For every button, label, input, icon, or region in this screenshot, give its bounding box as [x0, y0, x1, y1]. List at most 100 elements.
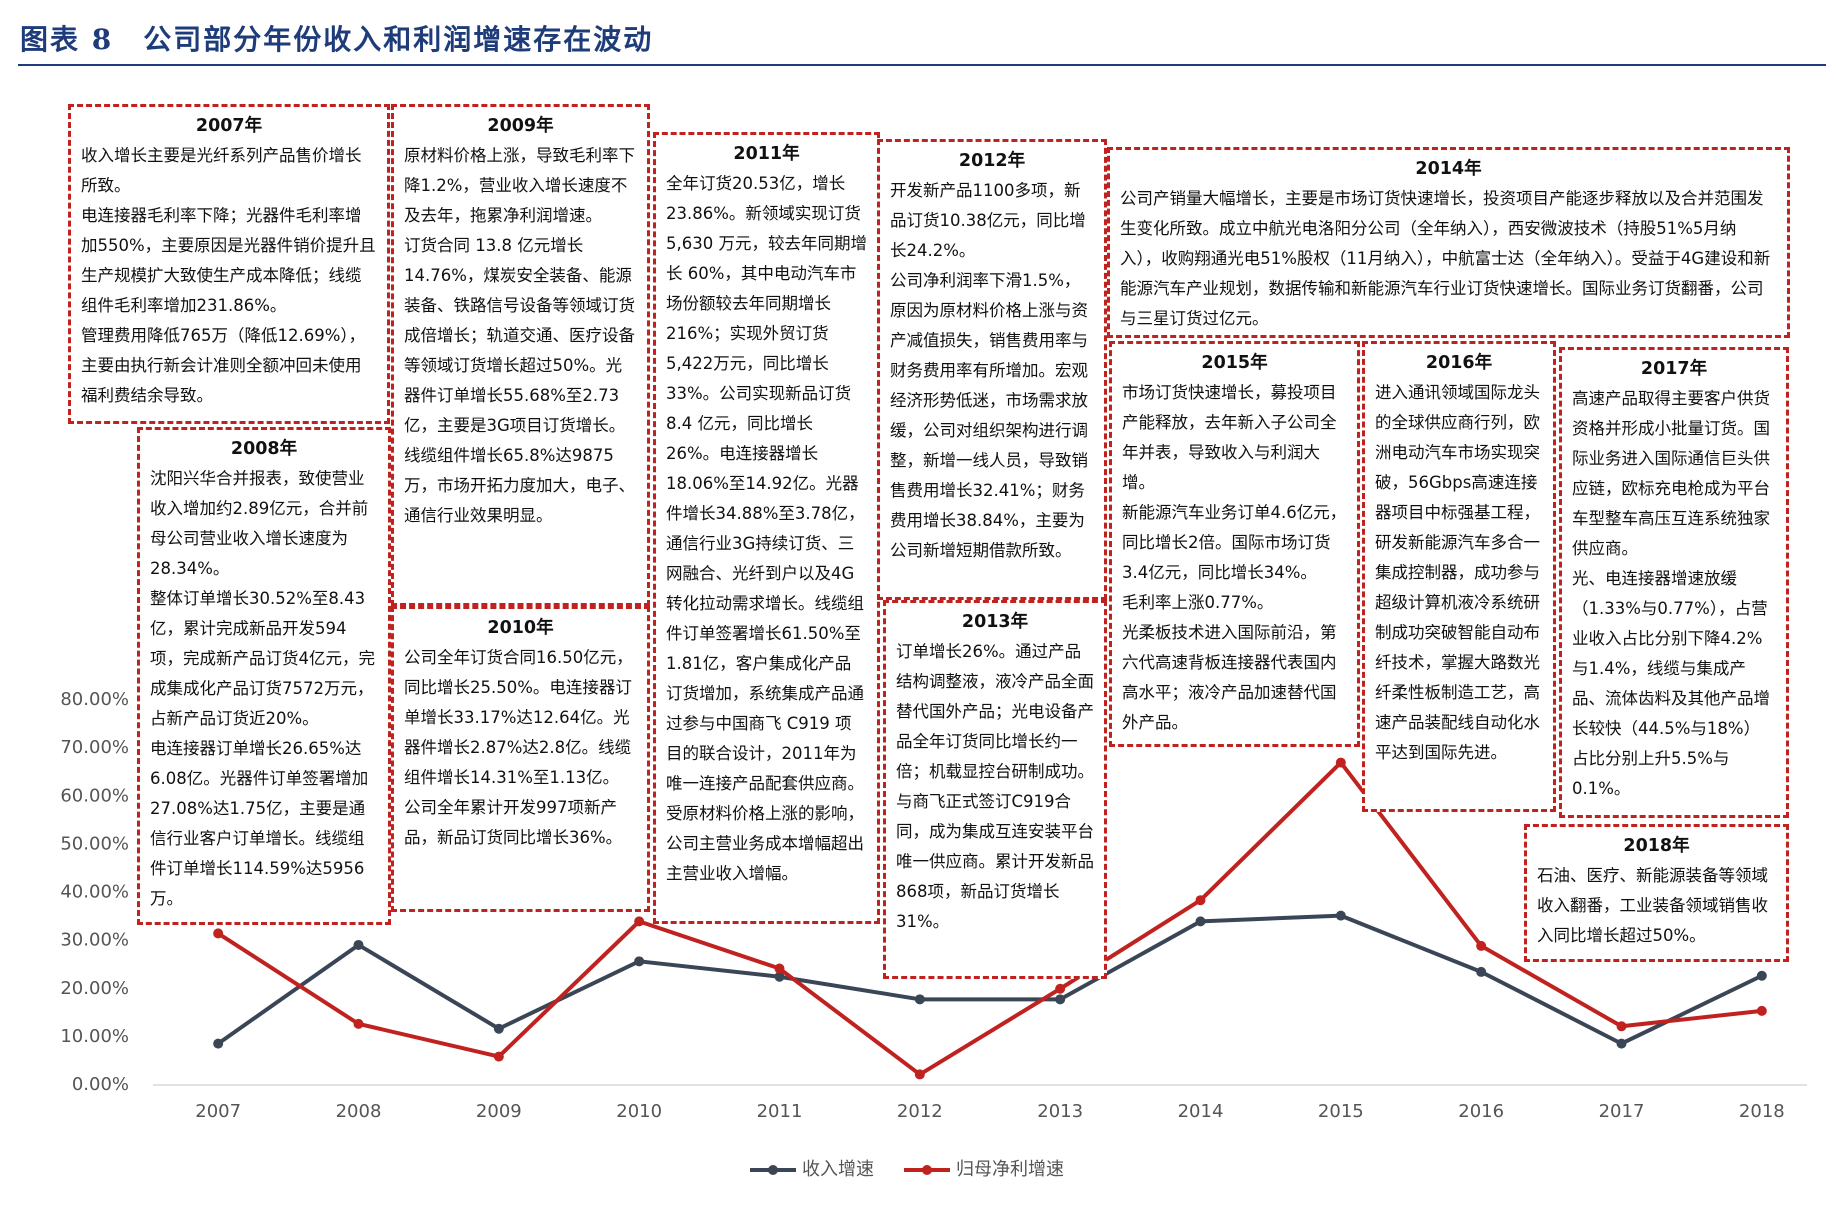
y-tick-label: 50.00%	[60, 833, 129, 854]
annotation-text: 公司全年订货合同16.50亿元，同比增长25.50%。电连接器订单增长33.17…	[404, 648, 633, 787]
annotation-text: 光柔板技术进入国际前沿，第六代高速背板连接器代表国内高水平；液冷产品加速替代国外…	[1122, 623, 1337, 732]
data-point	[774, 971, 785, 982]
x-tick-label: 2015	[1318, 1101, 1364, 1122]
data-point	[493, 1023, 504, 1034]
title-rule	[18, 64, 1826, 66]
data-point	[914, 1069, 925, 1080]
series-line	[217, 913, 1763, 1046]
data-point	[1055, 994, 1066, 1005]
annotation-box: 2008年沈阳兴华合并报表，致使营业收入增加约2.89亿元，合并前母公司营业收入…	[137, 427, 391, 925]
data-point	[353, 1018, 364, 1029]
data-point	[914, 994, 925, 1005]
data-point	[353, 939, 364, 950]
annotation-title: 2016年	[1425, 353, 1493, 373]
annotation-title: 2007年	[195, 116, 263, 136]
data-point	[1616, 1021, 1627, 1032]
annotation-text: 新能源汽车业务订单4.6亿元，同比增长2倍。国际市场订货3.4亿元，同比增长34…	[1122, 503, 1347, 582]
annotation-text: 电连接器订单增长26.65%达6.08亿。光器件订单签署增加27.08%达1.7…	[150, 739, 369, 908]
annotation-text: 受原材料价格上涨的影响，公司主营业务成本增幅超出主营业收入增幅。	[666, 804, 864, 883]
annotation-box: 2013年订单增长26%。通过产品结构调整液，液冷产品全面替代国外产品；光电设备…	[883, 600, 1107, 979]
annotation-box: 2014年公司产销量大幅增长，主要是市场订货快速增长，投资项目产能逐步释放以及合…	[1107, 147, 1790, 338]
annotation-title: 2009年	[487, 116, 554, 136]
annotation-title: 2014年	[1415, 159, 1482, 179]
annotation-text: 订单增长26%。通过产品结构调整液，液冷产品全面替代国外产品；光电设备产品全年订…	[896, 642, 1094, 781]
annotation-title: 2015年	[1201, 353, 1268, 373]
x-tick-label: 2017	[1599, 1101, 1645, 1122]
annotation-text: 开发新产品1100多项，新品订货10.38亿元，同比增长24.2%。	[890, 181, 1086, 260]
annotation-text: 全年订货20.53亿，增长23.86%。新领域实现订货 5,630 万元，较去年…	[666, 174, 867, 793]
annotation-text: 收入增长主要是光纤系列产品售价增长所致。	[81, 146, 362, 195]
x-tick-label: 2016	[1458, 1101, 1504, 1122]
annotation-title: 2013年	[961, 612, 1029, 632]
legend-label: 归母净利增速	[956, 1159, 1064, 1180]
annotation-title: 2011年	[733, 144, 800, 164]
data-point	[1756, 970, 1767, 981]
series-line	[217, 760, 1763, 1077]
annotation-box: 2007年 收入增长主要是光纤系列产品售价增长所致。 电连接器毛利率下降；光器件毛利…	[68, 104, 390, 424]
annotation-box: 2009年原材料价格上涨，导致毛利率下降1.2%，营业收入增长速度不及去年，拖累…	[391, 104, 650, 606]
y-tick-label: 40.00%	[60, 882, 129, 903]
data-point	[1055, 983, 1066, 994]
y-tick-label: 20.00%	[60, 978, 129, 999]
annotation-text: 沈阳兴华合并报表，致使营业收入增加约2.89亿元，合并前母公司营业收入增长速度为…	[150, 469, 369, 578]
y-tick-label: 80.00%	[60, 689, 129, 710]
annotation-text: 光、电连接器增速放缓（1.33%与0.77%），占营业收入占比分别下降4.2%与…	[1572, 569, 1770, 798]
annotation-text: 公司产销量大幅增长，主要是市场订货快速增长，投资项目产能逐步释放以及合并范围发生…	[1120, 189, 1771, 328]
annotation-text: 整体订单增长30.52%至8.43亿，累计完成新品开发594项，完成新产品订货4…	[150, 589, 375, 728]
data-point	[213, 1038, 224, 1049]
annotation-box: 2011年全年订货20.53亿，增长23.86%。新领域实现订货 5,630 万…	[653, 132, 880, 924]
chart-title: 图表 8 公司部分年份收入和利润增速存在波动	[20, 23, 654, 56]
y-tick-label: 70.00%	[60, 737, 129, 758]
x-tick-label: 2010	[616, 1101, 662, 1122]
y-tick-label: 30.00%	[60, 930, 129, 951]
annotation-box: 2015年市场订货快速增长，募投项目产能释放，去年新入子公司全年并表，导致收入与…	[1109, 341, 1360, 747]
data-point	[1335, 757, 1346, 768]
annotation-box: 2010年公司全年订货合同16.50亿元，同比增长25.50%。电连接器订单增长…	[391, 606, 650, 912]
x-tick-label: 2013	[1037, 1101, 1083, 1122]
annotation-text: 与商飞正式签订C919合同，成为集成互连安装平台唯一供应商。累计开发新品868项…	[896, 792, 1094, 931]
annotation-text: 公司净利润率下滑1.5%，原因为原材料价格上涨与资产减值损失，销售费用率与财务费…	[890, 271, 1088, 560]
x-tick-label: 2007	[195, 1101, 241, 1122]
x-tick-label: 2009	[476, 1101, 522, 1122]
data-point	[774, 963, 785, 974]
x-tick-label: 2018	[1739, 1101, 1785, 1122]
data-point	[634, 916, 645, 927]
data-point	[1476, 940, 1487, 951]
legend-label: 收入增速	[802, 1159, 874, 1180]
data-point	[1195, 895, 1206, 906]
y-tick-label: 60.00%	[60, 785, 129, 806]
annotation-text: 管理费用降低765万（降低12.69%），主要由执行新会计准则全额冲回未使用福利…	[81, 326, 366, 405]
annotation-box: 2017年高速产品取得主要客户供货资格并形成小批量订货。国际业务进入国际通信巨头…	[1559, 347, 1789, 818]
annotation-text: 公司全年累计开发997项新产品，新品订货同比增长36%。	[404, 798, 623, 847]
x-tick-label: 2011	[757, 1101, 803, 1122]
data-point	[1756, 1005, 1767, 1016]
data-point	[634, 956, 645, 967]
annotation-title: 2018年	[1623, 836, 1690, 856]
data-point	[1335, 910, 1346, 921]
x-tick-label: 2014	[1178, 1101, 1224, 1122]
annotation-text: 高速产品取得主要客户供货资格并形成小批量订货。国际业务进入国际通信巨头供应链，欧…	[1572, 389, 1770, 558]
data-point	[213, 928, 224, 939]
annotation-text: 毛利率上涨0.77%。	[1122, 593, 1274, 612]
data-point	[1195, 916, 1206, 927]
annotation-text: 原材料价格上涨，导致毛利率下降1.2%，营业收入增长速度不及去年，拖累净利润增速…	[404, 146, 635, 225]
annotation-title: 2010年	[487, 618, 554, 638]
legend-marker	[768, 1165, 778, 1175]
annotation-title: 2017年	[1640, 359, 1708, 379]
annotation-text: 市场订货快速增长，募投项目产能释放，去年新入子公司全年并表，导致收入与利润大增。	[1122, 383, 1337, 492]
data-point	[493, 1051, 504, 1062]
x-tick-label: 2008	[336, 1101, 382, 1122]
annotation-box: 2012年 开发新产品1100多项，新品订货10.38亿元，同比增长24.2%。公…	[877, 139, 1107, 600]
data-point	[1476, 966, 1487, 977]
annotation-text: 进入通讯领域国际龙头的全球供应商行列，欧洲电动汽车市场实现突破，56Gbps高速…	[1375, 383, 1540, 762]
data-point	[1616, 1038, 1627, 1049]
legend-marker	[922, 1165, 932, 1175]
annotation-box: 2018年 石油、医疗、新能源装备等领域收入翻番，工业装备领域销售收入同比增长超过…	[1524, 824, 1789, 962]
annotation-box: 2016年进入通讯领域国际龙头的全球供应商行列，欧洲电动汽车市场实现突破，56G…	[1362, 341, 1556, 812]
annotation-title: 2008年	[230, 439, 298, 459]
y-tick-label: 10.00%	[60, 1026, 129, 1047]
annotation-text: 订货合同 13.8 亿元增长 14.76%，煤炭安全装备、能源装备、铁路信号设备…	[404, 236, 635, 525]
y-tick-label: 0.00%	[72, 1074, 129, 1095]
